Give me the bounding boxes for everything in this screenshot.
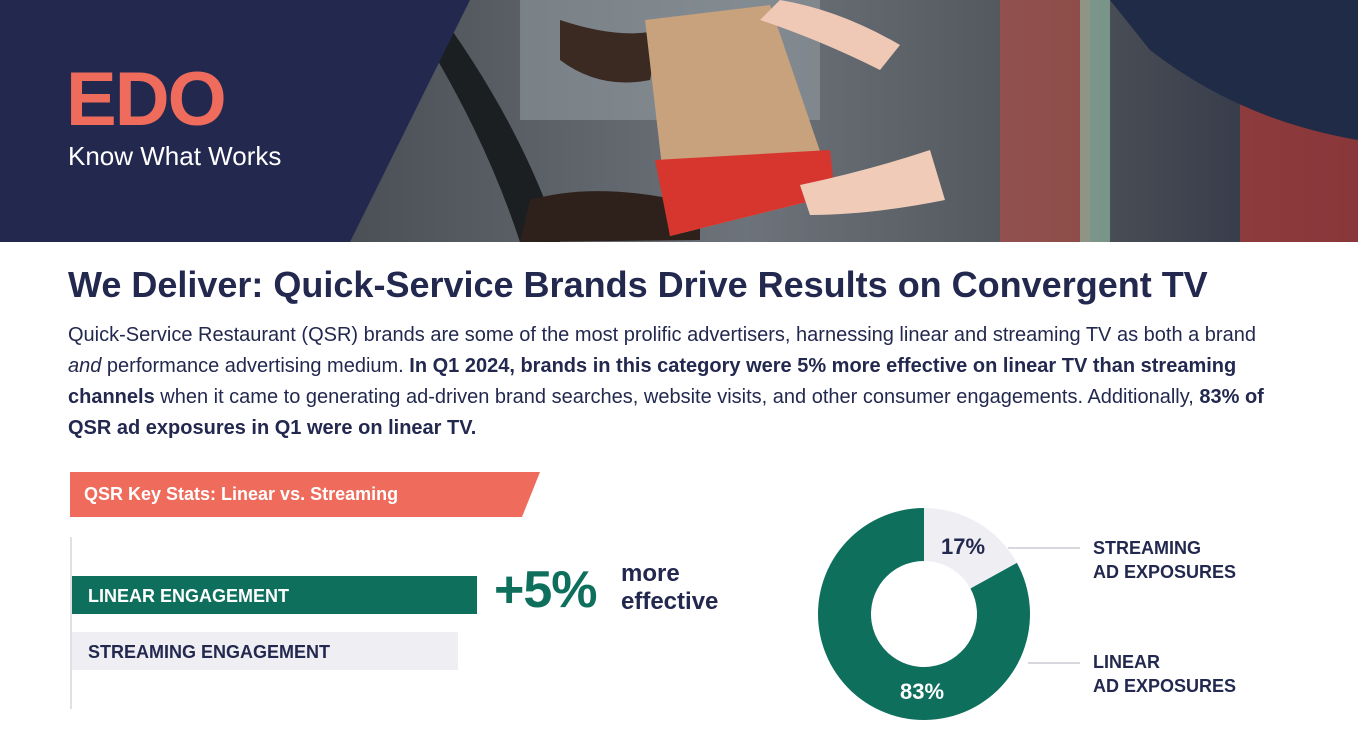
linear-slice-label: 83%: [900, 679, 945, 704]
intro-text-3: when it came to generating ad-driven bra…: [154, 386, 1200, 408]
donut-slice-linear: [818, 508, 1030, 720]
intro-bold-1: In Q1 2024, brands in this category were…: [68, 355, 1237, 408]
donut-svg: [818, 508, 1030, 720]
edo-logo[interactable]: EDO: [66, 57, 227, 142]
linear-legend-line1: LINEAR: [1093, 652, 1160, 672]
stats-banner: [70, 472, 540, 517]
streaming-engagement-label: STREAMING ENGAGEMENT: [88, 642, 331, 662]
intro-emphasis: and: [68, 355, 102, 377]
linear-legend-line2: AD EXPOSURES: [1093, 676, 1237, 696]
bar-axis: [70, 537, 72, 709]
engagement-delta: +5%: [494, 561, 598, 619]
streaming-engagement-bar: [72, 632, 458, 670]
engagement-delta-note: more effective: [621, 560, 719, 615]
streaming-leader-line: [1008, 547, 1080, 549]
exposure-donut-chart: [818, 508, 1030, 720]
tagline: Know What Works: [68, 141, 282, 171]
linear-engagement-label: LINEAR ENGAGEMENT: [88, 586, 290, 606]
page-title: We Deliver: Quick-Service Brands Drive R…: [68, 264, 1208, 305]
streaming-slice-label: 17%: [941, 534, 986, 559]
stats-banner-title: QSR Key Stats: Linear vs. Streaming: [84, 484, 399, 504]
linear-legend: LINEAR AD EXPOSURES: [1093, 650, 1236, 698]
streaming-legend-line1: STREAMING: [1093, 538, 1201, 558]
intro-text-2: performance advertising medium.: [101, 355, 410, 377]
hero-banner: EDO Know What Works: [0, 0, 1358, 242]
streaming-legend-line2: AD EXPOSURES: [1093, 562, 1237, 582]
streaming-legend: STREAMING AD EXPOSURES: [1093, 536, 1236, 584]
donut-slice-streaming: [924, 508, 1017, 589]
linear-engagement-bar: [72, 576, 477, 614]
linear-leader-line: [1028, 662, 1080, 664]
intro-paragraph: Quick-Service Restaurant (QSR) brands ar…: [68, 320, 1268, 444]
intro-bold-2: 83% of QSR ad exposures in Q1 were on li…: [68, 386, 1264, 439]
intro-text-1: Quick-Service Restaurant (QSR) brands ar…: [68, 324, 1256, 346]
